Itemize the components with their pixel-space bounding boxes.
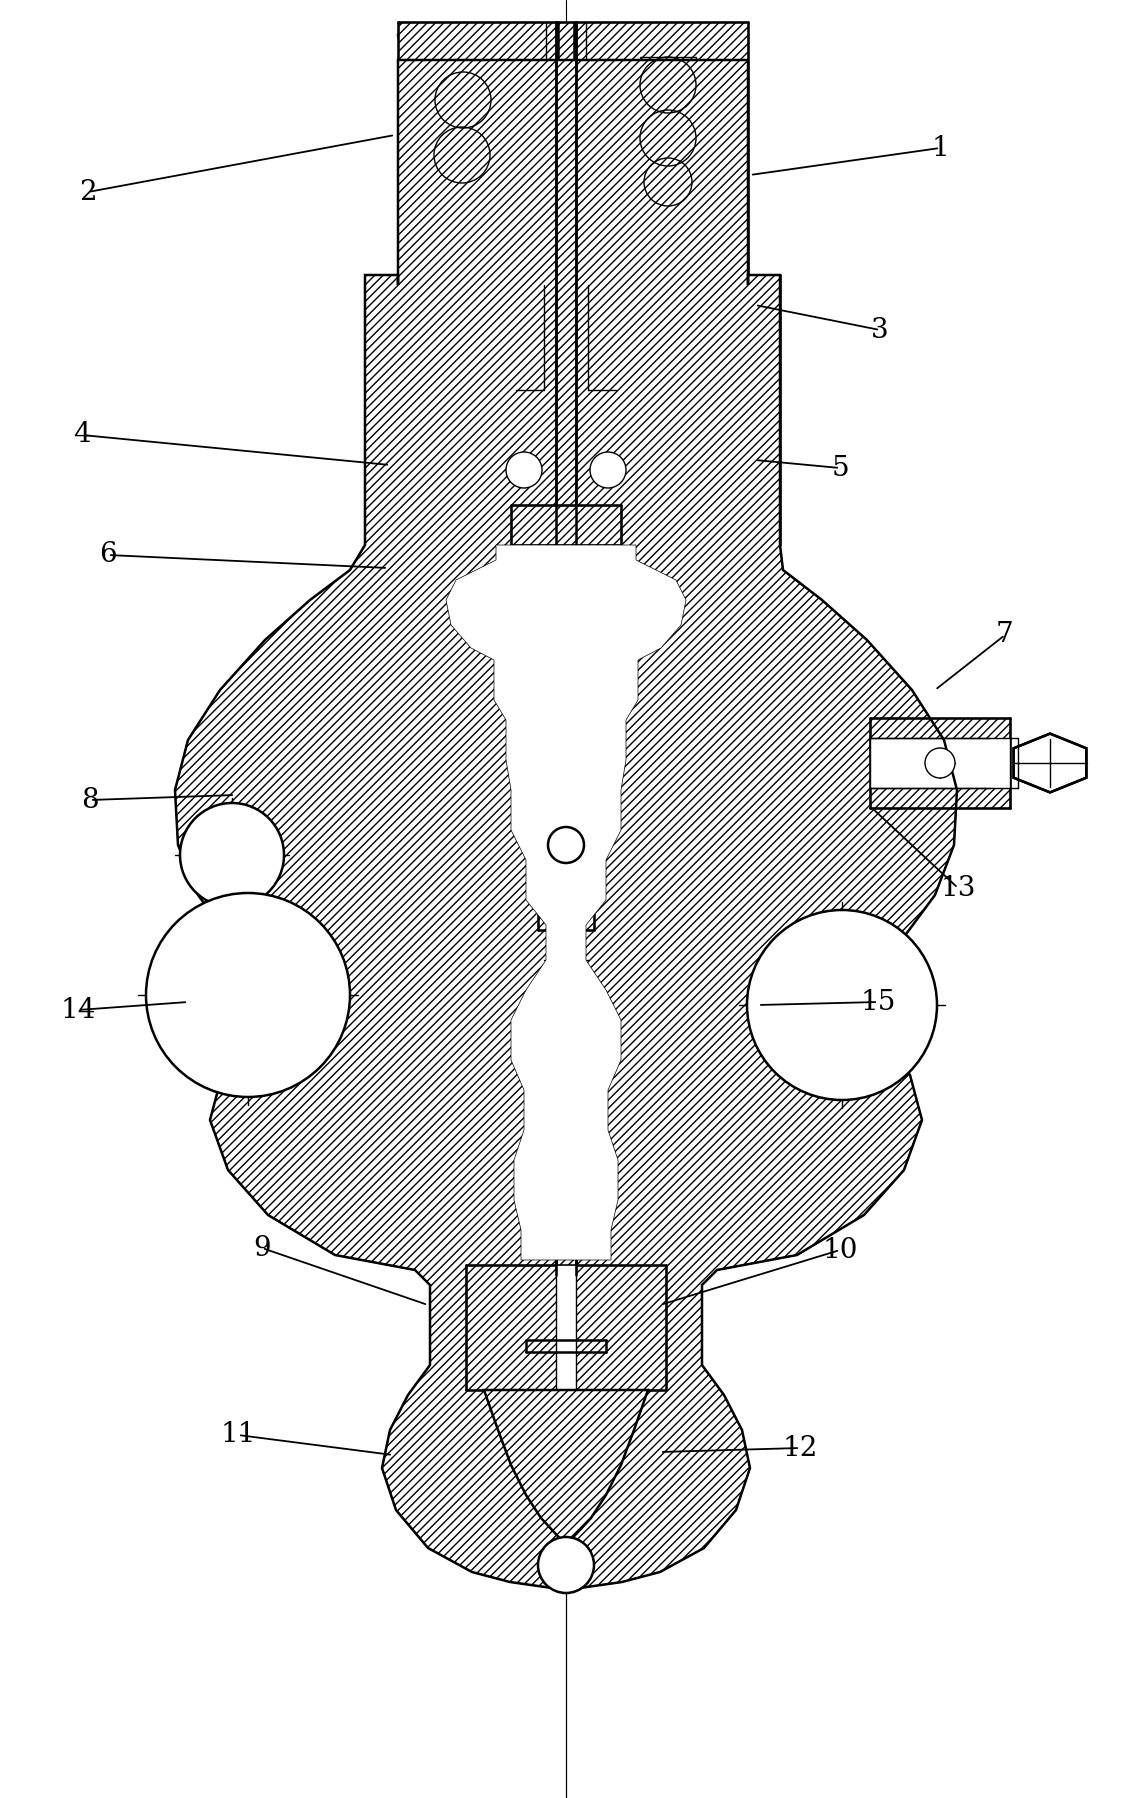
Polygon shape [511,505,621,545]
Circle shape [925,748,955,779]
Bar [556,1266,576,1390]
Text: 11: 11 [220,1422,256,1449]
Polygon shape [484,1390,648,1544]
Text: 15: 15 [860,989,896,1016]
Text: 9: 9 [253,1235,271,1262]
Text: 13: 13 [940,874,976,901]
Polygon shape [521,696,611,730]
Polygon shape [466,1266,666,1390]
Circle shape [590,451,627,487]
Polygon shape [1014,734,1087,793]
Bar [556,545,576,1244]
Polygon shape [688,275,748,545]
Polygon shape [514,487,617,503]
Polygon shape [640,58,696,113]
Text: 5: 5 [832,455,849,482]
Polygon shape [516,390,557,485]
Polygon shape [398,59,443,286]
Polygon shape [365,275,398,545]
Polygon shape [644,158,692,207]
Text: 8: 8 [82,786,99,813]
Circle shape [747,910,937,1100]
Polygon shape [538,890,594,930]
Text: 7: 7 [996,622,1014,649]
Text: 1: 1 [931,135,948,162]
Circle shape [506,451,542,487]
Text: 4: 4 [74,421,91,448]
Polygon shape [870,717,1010,807]
Text: 10: 10 [823,1237,858,1264]
Polygon shape [435,68,491,131]
Text: 14: 14 [60,996,95,1023]
Circle shape [180,804,284,906]
Circle shape [538,1537,594,1593]
Polygon shape [434,122,489,187]
Polygon shape [640,110,696,165]
Text: 6: 6 [100,541,117,568]
Polygon shape [174,59,957,1589]
Text: 2: 2 [79,178,96,205]
Polygon shape [398,275,458,545]
Circle shape [548,827,583,863]
Bar [870,737,1010,788]
Polygon shape [748,275,780,545]
Circle shape [146,894,350,1097]
Polygon shape [574,390,616,485]
Text: 12: 12 [782,1435,818,1462]
Text: 3: 3 [871,316,888,343]
Polygon shape [446,545,685,1260]
Polygon shape [702,59,748,286]
Polygon shape [398,22,748,59]
